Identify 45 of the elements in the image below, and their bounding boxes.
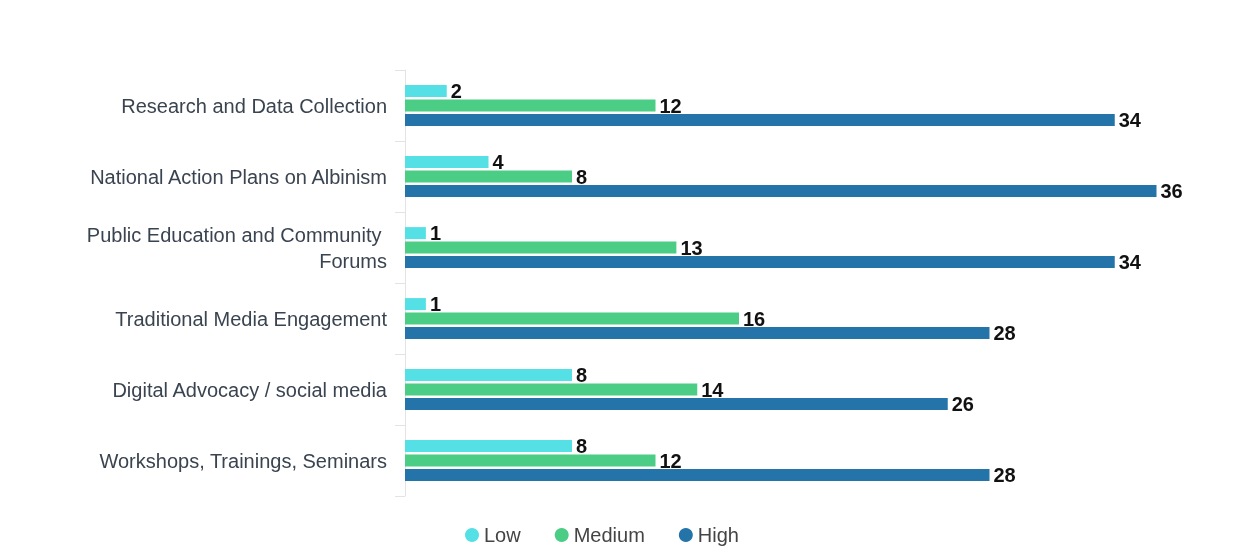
data-label: 34 — [1118, 108, 1142, 131]
data-label: 2 — [450, 80, 462, 103]
bar — [405, 369, 572, 382]
y-tick-label: Traditional Media Engagement — [115, 307, 388, 330]
bar — [405, 99, 656, 112]
y-tick-label: Digital Advocacy / social media — [112, 378, 388, 401]
data-label: 28 — [993, 321, 1016, 344]
bar — [405, 255, 1115, 268]
bar — [405, 397, 948, 410]
data-label: 14 — [701, 378, 725, 401]
bar — [405, 440, 572, 453]
y-tick-label: Public Education and Community Forums — [86, 223, 387, 272]
bar — [405, 85, 447, 98]
data-label: 4 — [492, 151, 505, 174]
bar — [405, 312, 739, 325]
legend-label: Low — [484, 524, 522, 546]
data-label: 12 — [659, 449, 682, 472]
bar — [405, 468, 990, 481]
data-label: 16 — [743, 307, 766, 330]
bar — [405, 227, 426, 240]
data-label: 12 — [659, 94, 682, 117]
bar — [405, 383, 698, 396]
bar — [405, 454, 656, 467]
data-label: 36 — [1160, 179, 1183, 202]
legend-label: High — [697, 524, 739, 546]
data-label: 26 — [951, 392, 974, 415]
bar — [405, 170, 572, 183]
data-label: 13 — [680, 236, 703, 259]
y-tick-label: Research and Data Collection — [121, 94, 387, 117]
bar — [405, 184, 1157, 197]
data-label: 28 — [993, 463, 1016, 486]
bar — [405, 156, 489, 169]
data-label: 8 — [576, 435, 588, 458]
data-label: 8 — [576, 364, 588, 387]
data-label: 1 — [429, 293, 441, 316]
bar — [405, 326, 990, 339]
data-label: 8 — [576, 165, 588, 188]
data-label: 1 — [429, 222, 441, 245]
y-tick-label: National Action Plans on Albinism — [90, 165, 387, 188]
bar — [405, 298, 426, 311]
bar — [405, 241, 677, 254]
y-tick-label: Workshops, Trainings, Seminars — [99, 449, 387, 472]
data-label: 34 — [1118, 250, 1142, 273]
legend-label: Medium — [573, 524, 645, 546]
bar — [405, 113, 1115, 126]
